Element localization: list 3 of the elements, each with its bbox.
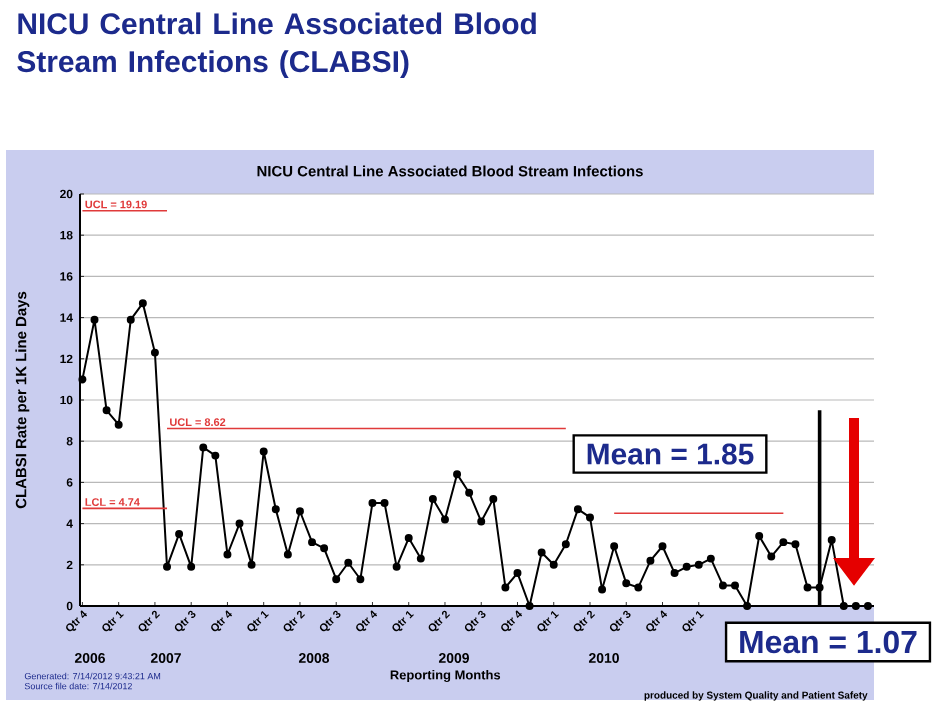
text: Mean = 1.07: [740, 630, 917, 654]
annotation: Mean = 1.85: [587, 443, 754, 465]
chart-title: NICU Central Line Associated Blood Stream Infections (CLABSI): [17, 12, 536, 79]
